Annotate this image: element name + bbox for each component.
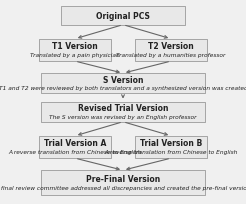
Text: A reverse translation from Chinese to English: A reverse translation from Chinese to En… <box>8 150 141 155</box>
Text: T1 Version: T1 Version <box>52 42 98 51</box>
FancyBboxPatch shape <box>136 40 207 62</box>
FancyBboxPatch shape <box>61 7 185 26</box>
Text: S Version: S Version <box>103 76 143 85</box>
FancyBboxPatch shape <box>39 40 110 62</box>
FancyBboxPatch shape <box>136 136 207 158</box>
Text: T2 Version: T2 Version <box>148 42 194 51</box>
Text: The S version was revised by an English professor: The S version was revised by an English … <box>49 114 197 119</box>
Text: T1 and T2 were reviewed by both translators and a synthesized version was create: T1 and T2 were reviewed by both translat… <box>0 86 246 91</box>
FancyBboxPatch shape <box>41 170 205 195</box>
Text: Translated by a pain physician: Translated by a pain physician <box>30 53 120 58</box>
FancyBboxPatch shape <box>41 74 205 94</box>
Text: Original PCS: Original PCS <box>96 12 150 21</box>
Text: Pre-Final Version: Pre-Final Version <box>86 174 160 183</box>
Text: Translated by a humanities professor: Translated by a humanities professor <box>116 53 226 58</box>
Text: A reverse translation from Chinese to English: A reverse translation from Chinese to En… <box>105 150 238 155</box>
Text: Revised Trial Version: Revised Trial Version <box>78 104 168 113</box>
FancyBboxPatch shape <box>41 102 205 122</box>
Text: Trial Version A: Trial Version A <box>44 139 106 148</box>
Text: A final review committee addressed all discrepancies and created the pre-final v: A final review committee addressed all d… <box>0 185 246 190</box>
FancyBboxPatch shape <box>39 136 110 158</box>
Text: Trial Version B: Trial Version B <box>140 139 202 148</box>
